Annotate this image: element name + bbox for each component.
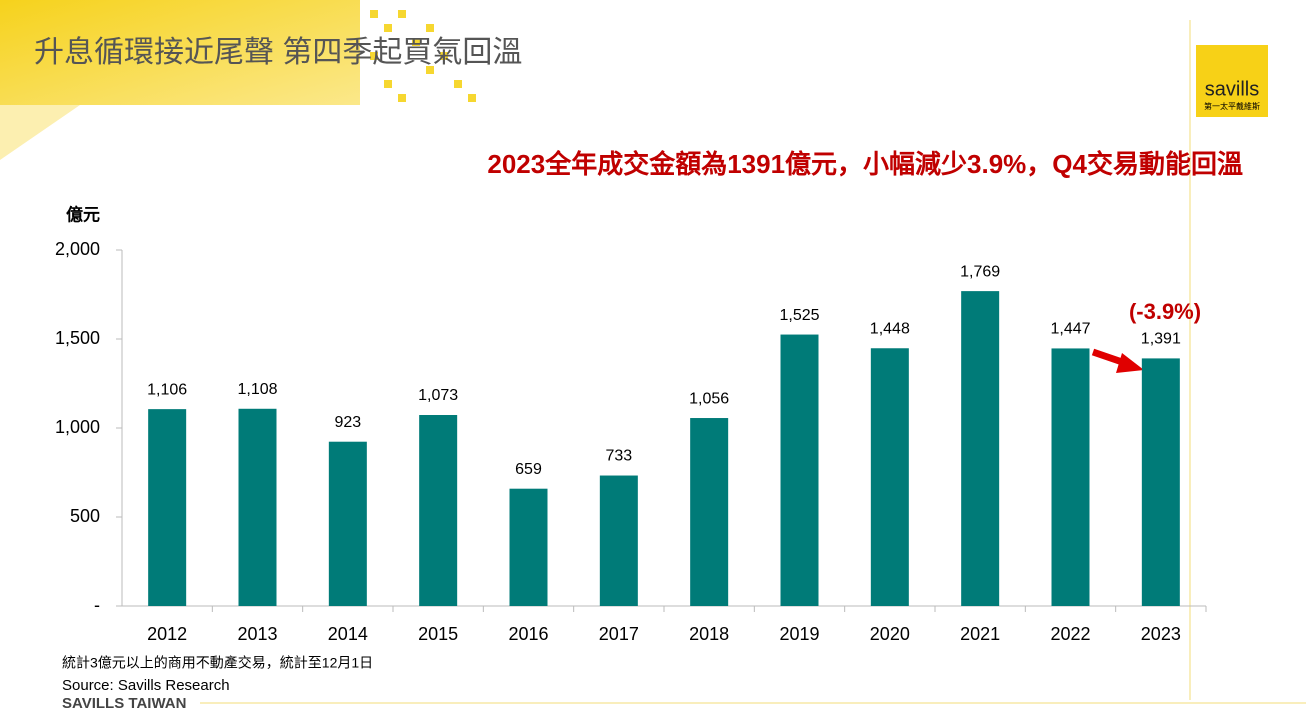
value-label: 923 <box>334 414 361 431</box>
x-tick-label: 2016 <box>508 624 548 644</box>
x-tick-label: 2021 <box>960 624 1000 644</box>
bar <box>780 334 819 606</box>
annotation: (-3.9%) <box>1129 299 1201 324</box>
bar <box>148 409 187 606</box>
bar <box>870 348 909 606</box>
y-tick-label: 1,000 <box>55 417 100 437</box>
source: Source: Savills Research <box>62 677 230 694</box>
x-tick-label: 2023 <box>1141 624 1181 644</box>
y-axis-label: 億元 <box>66 204 100 224</box>
bar <box>690 418 729 606</box>
bar <box>419 415 458 606</box>
bar <box>961 291 1000 606</box>
x-tick-label: 2022 <box>1050 624 1090 644</box>
x-tick-label: 2015 <box>418 624 458 644</box>
value-label: 1,448 <box>870 320 910 337</box>
logo-box <box>1196 45 1268 117</box>
footnote: 統計3億元以上的商用不動產交易，統計至12月1日 <box>62 655 373 671</box>
slide-title: 升息循環接近尾聲 第四季起買氣回溫 <box>34 36 522 69</box>
x-tick-label: 2014 <box>328 624 368 644</box>
value-label: 1,073 <box>418 387 458 404</box>
header-band <box>0 0 360 105</box>
bar <box>328 441 367 606</box>
header-decoration <box>0 105 80 160</box>
x-tick-label: 2012 <box>147 624 187 644</box>
value-label: 1,769 <box>960 263 1000 280</box>
x-tick-label: 2017 <box>599 624 639 644</box>
dot-pattern <box>370 10 476 102</box>
value-label: 1,525 <box>779 307 819 324</box>
x-tick-label: 2020 <box>870 624 910 644</box>
logo: savills <box>1205 78 1259 100</box>
y-tick-label: 2,000 <box>55 239 100 259</box>
bar <box>509 488 548 606</box>
value-label: 1,108 <box>237 381 277 398</box>
value-label: 1,391 <box>1141 331 1181 348</box>
value-label: 1,056 <box>689 390 729 407</box>
y-tick-label: 500 <box>70 506 100 526</box>
logo-subtitle: 第一太平戴維斯 <box>1204 101 1260 111</box>
value-label: 1,447 <box>1050 321 1090 338</box>
arrow <box>1091 348 1144 373</box>
x-tick-label: 2019 <box>779 624 819 644</box>
x-tick-label: 2013 <box>237 624 277 644</box>
bar <box>1141 358 1180 606</box>
value-label: 733 <box>605 448 632 465</box>
y-tick-label: - <box>94 595 100 615</box>
bar <box>599 475 638 606</box>
footer: SAVILLS TAIWAN <box>62 695 186 712</box>
bar <box>1051 348 1090 606</box>
y-tick-label: 1,500 <box>55 328 100 348</box>
chart-title: 2023全年成交金額為1391億元，小幅減少3.9%，Q4交易動能回溫 <box>487 149 1243 179</box>
x-tick-label: 2018 <box>689 624 729 644</box>
value-label: 1,106 <box>147 381 187 398</box>
bar <box>238 408 277 606</box>
value-label: 659 <box>515 461 542 478</box>
